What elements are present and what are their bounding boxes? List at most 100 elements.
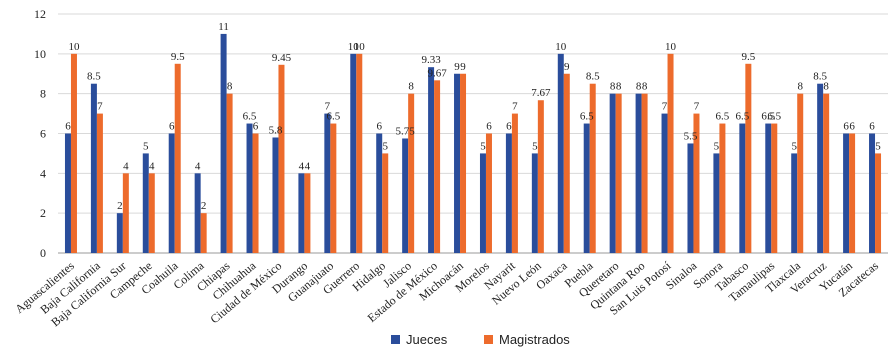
- bar-jueces: [739, 124, 745, 253]
- data-label: 9.67: [427, 67, 447, 79]
- bar-magistrados: [668, 54, 674, 253]
- data-label: 6: [253, 121, 259, 133]
- data-label: 2: [201, 200, 207, 212]
- data-label: 6.5: [767, 111, 781, 123]
- data-label: 10: [555, 41, 567, 53]
- data-label: 5.75: [396, 125, 416, 137]
- data-label: 5: [532, 140, 538, 152]
- bar-magistrados: [849, 134, 855, 254]
- data-label: 6.5: [716, 111, 730, 123]
- data-label: 9: [460, 61, 466, 73]
- bar-magistrados: [823, 94, 829, 253]
- bar-jueces: [324, 114, 330, 253]
- bar-magistrados: [330, 124, 336, 253]
- y-tick-label: 6: [40, 127, 46, 141]
- bar-magistrados: [771, 124, 777, 253]
- legend-swatch-jueces: [391, 335, 400, 344]
- bar-magistrados: [434, 80, 440, 253]
- data-label: 5.8: [269, 124, 283, 136]
- data-label: 6: [169, 121, 175, 133]
- data-label: 7: [97, 101, 103, 113]
- bar-magistrados: [382, 153, 388, 253]
- bar-jueces: [376, 134, 382, 254]
- data-label: 6: [849, 121, 855, 133]
- data-label: 5: [143, 140, 149, 152]
- bar-magistrados: [797, 94, 803, 253]
- bar-magistrados: [460, 74, 466, 253]
- data-label: 2: [117, 200, 123, 212]
- bar-jueces: [402, 138, 408, 253]
- y-tick-label: 8: [40, 87, 46, 101]
- legend-label-magistrados: Magistrados: [499, 332, 570, 347]
- data-label: 7: [512, 101, 518, 113]
- bar-magistrados: [175, 64, 181, 253]
- data-label: 9.5: [741, 51, 755, 63]
- bar-jueces: [765, 124, 771, 253]
- bar-magistrados: [745, 64, 751, 253]
- data-label: 5: [382, 140, 388, 152]
- data-labels: 6108.57245469.5421186.56 5.89.454 476.5101…: [65, 21, 881, 212]
- legend-label-jueces: Jueces: [406, 332, 448, 347]
- bar-jueces: [91, 84, 97, 253]
- data-label: 4: [305, 160, 311, 172]
- y-tick-label: 12: [34, 7, 46, 21]
- data-label: 6: [869, 121, 875, 133]
- bar-jueces: [817, 84, 823, 253]
- bar-magistrados: [253, 134, 259, 254]
- data-label: 9.5: [171, 51, 185, 63]
- bar-jueces: [298, 173, 304, 253]
- bar-magistrados: [408, 94, 414, 253]
- data-label: 11: [218, 21, 229, 33]
- bar-jueces: [272, 137, 278, 253]
- bar-magistrados: [564, 74, 570, 253]
- bar-jueces: [687, 143, 693, 253]
- bar-jueces: [221, 34, 227, 253]
- data-label: 10: [354, 41, 366, 53]
- bar-magistrados: [123, 173, 129, 253]
- data-label: 5: [480, 140, 486, 152]
- data-label: 8: [408, 81, 414, 93]
- bar-magistrados: [616, 94, 622, 253]
- data-label: 8: [797, 81, 803, 93]
- data-label: 6.5: [580, 111, 594, 123]
- y-axis-ticks: 0 2 4 6 8 10 12: [34, 7, 46, 260]
- data-label: 6.5: [326, 111, 340, 123]
- data-label: 6: [65, 121, 71, 133]
- data-label: 6: [506, 121, 512, 133]
- bar-magistrados: [875, 153, 881, 253]
- y-tick-label: 0: [40, 246, 46, 260]
- bar-jueces: [169, 134, 175, 254]
- bar-jueces: [662, 114, 668, 253]
- bar-magistrados: [719, 124, 725, 253]
- data-label: 8.5: [87, 71, 101, 83]
- bar-magistrados: [304, 173, 310, 253]
- bar-jueces: [247, 124, 253, 253]
- data-label: 6: [486, 121, 492, 133]
- data-label: 10: [68, 41, 80, 53]
- bar-jueces: [428, 67, 434, 253]
- legend-swatch-magistrados: [484, 335, 493, 344]
- bar-jueces: [480, 153, 486, 253]
- data-label: 4: [123, 160, 129, 172]
- bar-jueces: [558, 54, 564, 253]
- data-label: 5: [791, 140, 797, 152]
- bar-jueces: [117, 213, 123, 253]
- bar-jueces: [584, 124, 590, 253]
- data-label: 5: [714, 140, 720, 152]
- legend: Jueces Magistrados: [391, 332, 570, 347]
- data-label: 8: [227, 81, 233, 93]
- bar-magistrados: [486, 134, 492, 254]
- data-label: 7.67: [531, 87, 551, 99]
- data-label: 9.45: [272, 52, 292, 64]
- data-label: 4: [149, 160, 155, 172]
- data-label: 6: [376, 121, 382, 133]
- bar-magistrados: [278, 65, 284, 253]
- data-label: 8: [823, 81, 829, 93]
- bar-jueces: [143, 153, 149, 253]
- bar-magistrados: [71, 54, 77, 253]
- data-label: 10: [665, 41, 677, 53]
- bar-jueces: [195, 173, 201, 253]
- data-label: 5: [875, 140, 881, 152]
